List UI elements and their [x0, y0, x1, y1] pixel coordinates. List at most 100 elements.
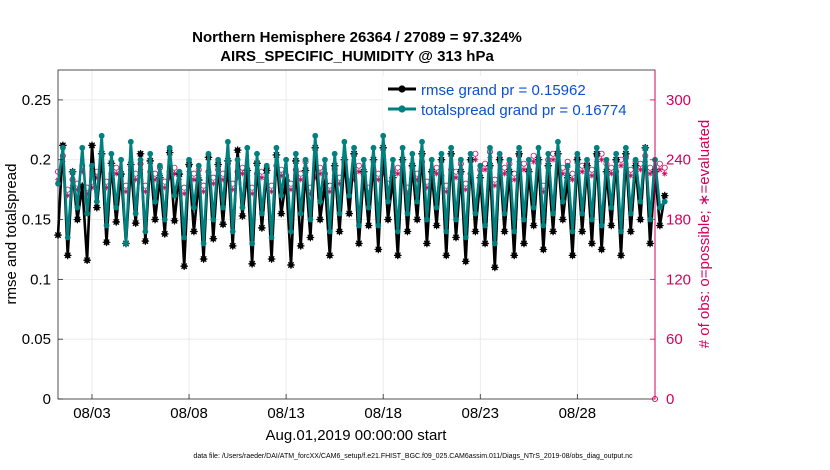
- totalspread-point: [263, 162, 270, 169]
- obs-evaluated-point: [657, 166, 663, 173]
- totalspread-point: [147, 150, 154, 157]
- totalspread-point: [579, 210, 586, 217]
- totalspread-point: [642, 144, 649, 151]
- rmse-point: [656, 221, 664, 230]
- rmse-point: [471, 227, 480, 236]
- rmse-point: [568, 251, 577, 260]
- totalspread-point: [433, 204, 440, 211]
- totalspread-point: [618, 228, 624, 235]
- rmse-point: [267, 255, 276, 263]
- totalspread-point: [93, 198, 100, 205]
- totalspread-point: [462, 234, 469, 241]
- x-tick-label: 08/13: [267, 405, 305, 422]
- rmse-point: [88, 141, 96, 150]
- x-tick-label: 08/18: [364, 405, 402, 422]
- totalspread-point: [467, 150, 474, 157]
- rmse-point: [287, 261, 295, 269]
- obs-possible-point: [520, 160, 527, 167]
- rmse-point: [646, 239, 654, 248]
- y-right-tick-label: 180: [666, 212, 691, 229]
- rmse-point: [529, 221, 538, 230]
- rmse-point: [510, 251, 519, 260]
- y-right-tick-label: 120: [666, 271, 691, 288]
- totalspread-point: [132, 210, 139, 217]
- rmse-point: [355, 239, 363, 248]
- totalspread-point: [530, 204, 537, 211]
- totalspread-point: [215, 156, 222, 163]
- rmse-point: [238, 212, 247, 220]
- totalspread-point: [157, 162, 163, 169]
- obs-possible-point: [661, 164, 668, 171]
- totalspread-point: [108, 150, 115, 157]
- obs-possible-point: [647, 164, 654, 171]
- totalspread-point: [511, 228, 518, 235]
- rmse-point: [558, 215, 567, 224]
- rmse-point: [432, 221, 441, 230]
- totalspread-point: [545, 150, 552, 157]
- y-axis-left-label: rmse and totalspread: [3, 164, 20, 305]
- rmse-point: [345, 209, 354, 218]
- totalspread-point: [487, 144, 493, 151]
- totalspread-point: [584, 156, 590, 163]
- legend-box: [383, 76, 645, 120]
- obs-possible-point: [113, 164, 120, 171]
- totalspread-point: [171, 192, 178, 199]
- y-right-tick-label: 60: [666, 331, 683, 348]
- rmse-point: [141, 237, 150, 245]
- rmse-point: [636, 215, 645, 224]
- rmse-point: [481, 239, 489, 248]
- totalspread-point: [186, 156, 192, 163]
- y-right-tick-label: 300: [666, 92, 691, 109]
- totalspread-point: [98, 132, 105, 139]
- totalspread-point: [516, 144, 522, 151]
- totalspread-point: [79, 144, 86, 151]
- rmse-point: [393, 251, 402, 260]
- rmse-point: [258, 224, 266, 232]
- rmse-point: [374, 245, 383, 254]
- totalspread-point: [103, 222, 110, 229]
- rmse-point: [578, 227, 586, 236]
- totalspread-point: [191, 204, 197, 211]
- obs-possible-point: [501, 164, 508, 171]
- totalspread-point: [457, 156, 464, 163]
- obs-evaluated-point: [482, 166, 488, 173]
- totalspread-point: [428, 156, 435, 163]
- rmse-point: [617, 251, 625, 260]
- totalspread-point: [195, 162, 202, 169]
- totalspread-point: [254, 150, 260, 157]
- totalspread-point: [181, 234, 188, 241]
- totalspread-point: [118, 156, 124, 163]
- legend-rmse-marker: [398, 85, 406, 93]
- totalspread-point: [273, 144, 280, 151]
- totalspread-point: [419, 138, 425, 145]
- y-left-tick-label: 0.25: [22, 92, 51, 109]
- obs-possible-point: [588, 166, 595, 173]
- totalspread-point: [496, 150, 503, 157]
- totalspread-point: [589, 216, 595, 223]
- rmse-point: [335, 227, 344, 236]
- rmse-point: [83, 256, 91, 265]
- totalspread-point: [477, 162, 484, 169]
- data-file-footnote: data file: /Users/raeder/DAI/ATM_forcXX/…: [193, 453, 633, 460]
- chart-title-line-2: AIRS_SPECIFIC_HUMIDITY @ 313 hPa: [220, 48, 494, 65]
- totalspread-point: [593, 144, 600, 151]
- rmse-point: [364, 221, 373, 230]
- totalspread-point: [521, 216, 527, 223]
- rmse-point: [549, 227, 557, 236]
- y-axis-right-ticks: 0 60 120 180 240 300: [650, 70, 691, 408]
- totalspread-point: [283, 156, 290, 163]
- y-left-tick-label: 0.1: [30, 271, 51, 288]
- totalspread-point: [161, 216, 168, 223]
- totalspread-point: [632, 156, 639, 163]
- totalspread-point: [292, 150, 299, 157]
- totalspread-point: [569, 228, 576, 235]
- rmse-point: [520, 239, 528, 248]
- rmse-point: [151, 215, 159, 224]
- totalspread-point: [356, 222, 362, 229]
- rmse-point: [63, 251, 72, 260]
- y-right-tick-label: 0: [666, 391, 674, 408]
- rmse-point: [233, 146, 242, 154]
- rmse-point: [326, 251, 334, 260]
- totalspread-point: [404, 210, 411, 217]
- totalspread-point: [137, 156, 144, 163]
